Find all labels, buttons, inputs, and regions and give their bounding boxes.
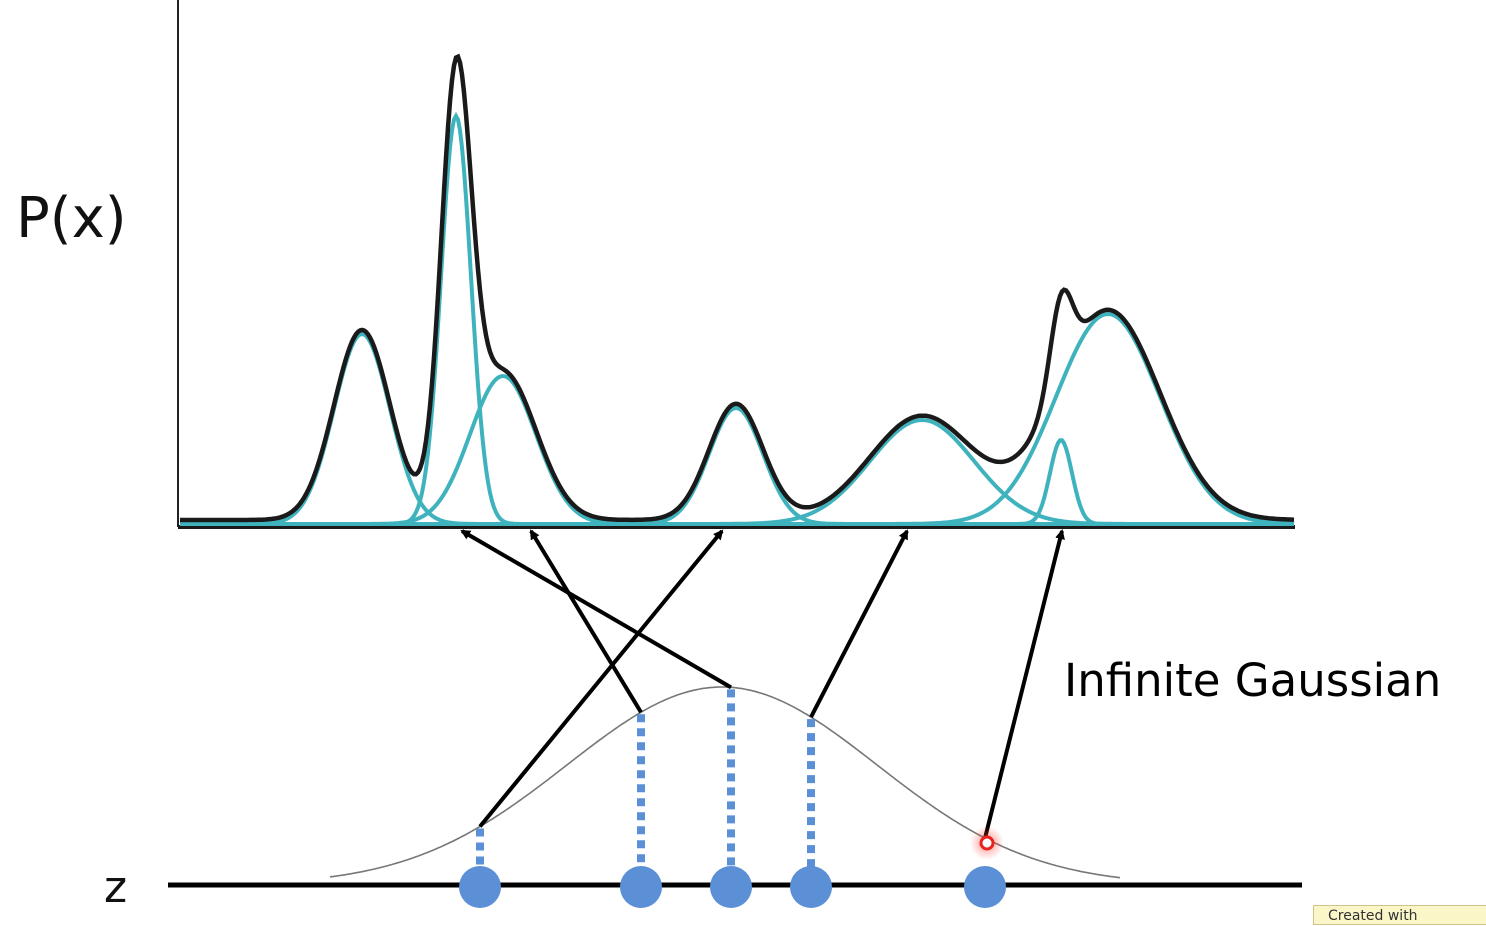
- mapping-arrow-3: [460, 529, 733, 690]
- z-axis-label: z: [104, 862, 128, 913]
- sample-point-3: [710, 866, 752, 908]
- sample-point-1: [459, 866, 501, 908]
- infinite-gaussian-label: Infinite Gaussian: [1064, 654, 1442, 707]
- mixture-sum-curve: [180, 53, 1295, 523]
- mapping-arrow-5: [983, 529, 1065, 839]
- sample-point-2: [620, 866, 662, 908]
- component-curve-6: [180, 438, 1294, 526]
- component-curve-3: [180, 374, 1294, 526]
- mapping-arrows: [460, 529, 1065, 839]
- mapping-arrow-4: [809, 529, 909, 719]
- mouse-cursor: [970, 826, 1004, 860]
- cursor-ring: [979, 835, 995, 851]
- component-curve-7: [180, 311, 1295, 526]
- component-curves: [180, 111, 1295, 526]
- mapping-arrow-1: [478, 529, 724, 828]
- component-curve-4: [180, 405, 1294, 526]
- sample-stems: [476, 689, 815, 877]
- component-curve-5: [180, 417, 1294, 526]
- sample-points: [459, 866, 1006, 908]
- mapping-arrow-2: [529, 529, 643, 714]
- y-axis-label: P(x): [16, 186, 127, 251]
- watermark-badge: Created with: [1313, 905, 1486, 925]
- sample-point-5: [964, 866, 1006, 908]
- sample-point-4: [790, 866, 832, 908]
- mixture-curve: [180, 53, 1295, 523]
